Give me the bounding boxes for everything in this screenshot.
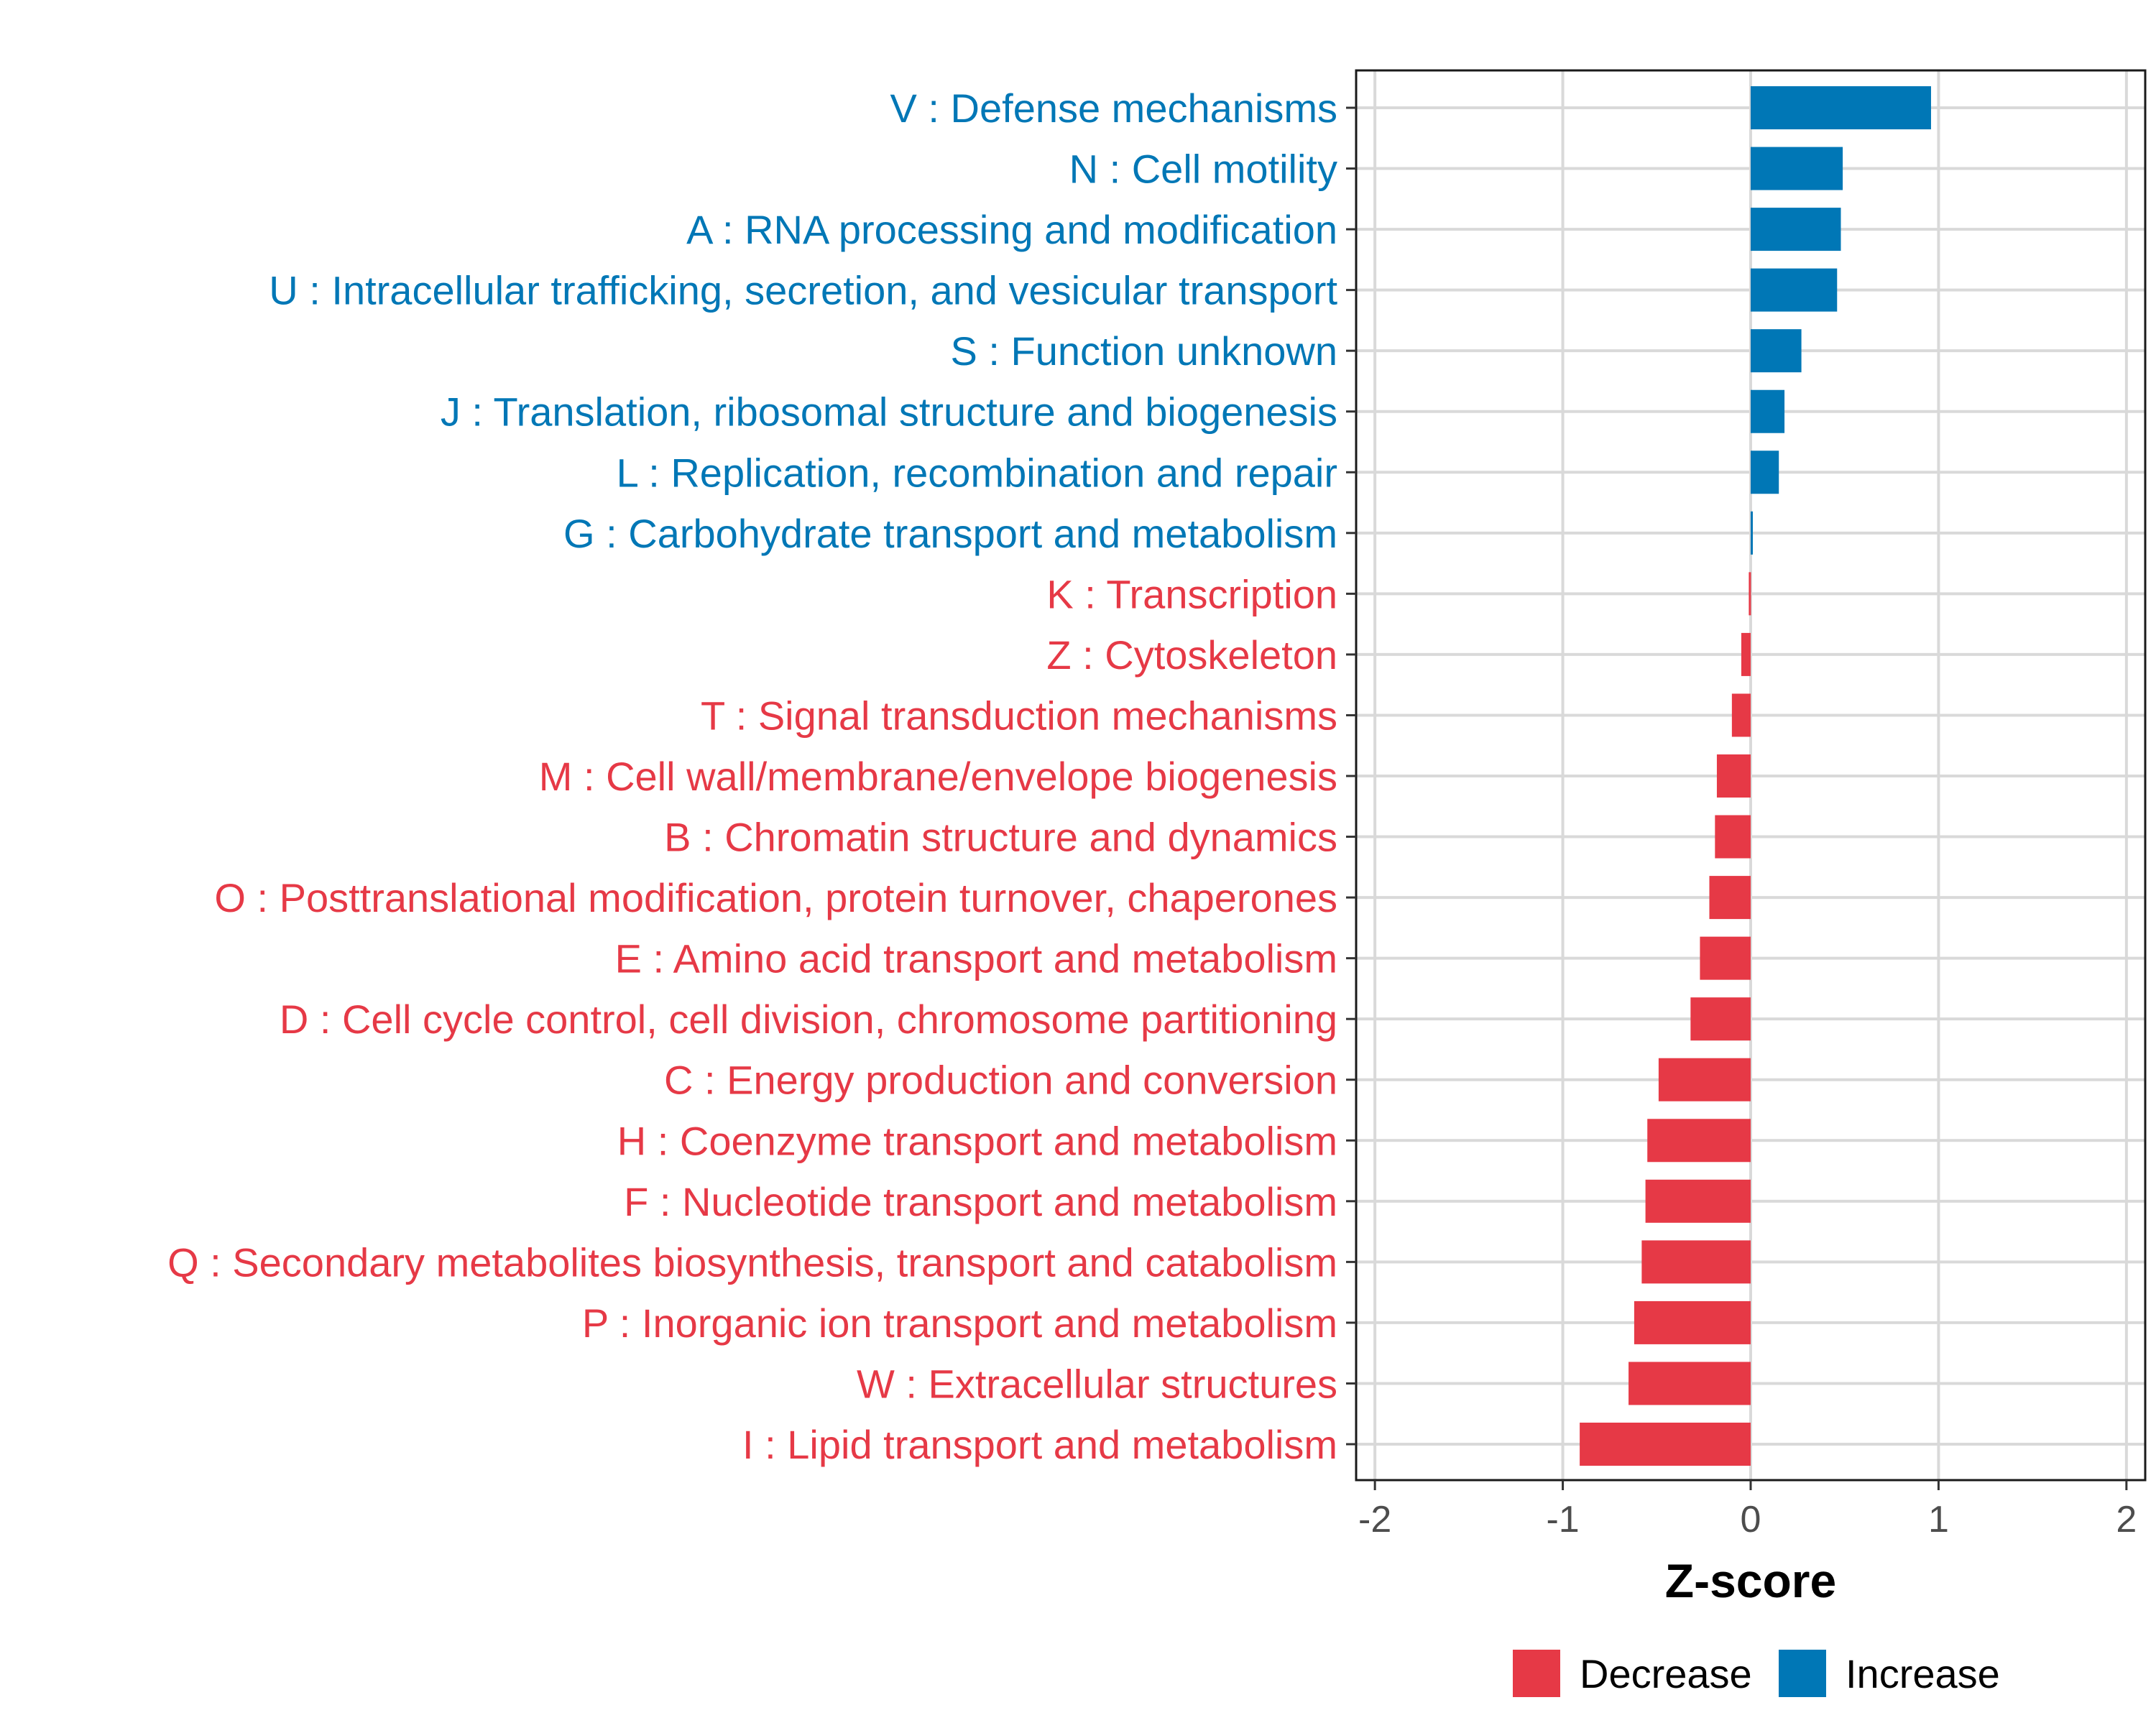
category-label: P : Inorganic ion transport and metaboli… bbox=[582, 1300, 1337, 1346]
x-tick-label: -2 bbox=[1358, 1499, 1391, 1540]
axis-layer: V : Defense mechanisms N : Cell motility A… bbox=[167, 86, 2137, 1607]
bar bbox=[1709, 876, 1751, 920]
bar bbox=[1751, 147, 1843, 190]
category-label: G : Carbohydrate transport and metabolis… bbox=[563, 511, 1337, 556]
legend-swatch bbox=[1513, 1650, 1560, 1697]
category-label: W : Extracellular structures bbox=[857, 1361, 1337, 1406]
category-label: Z : Cytoskeleton bbox=[1046, 632, 1337, 678]
bar bbox=[1751, 389, 1785, 433]
bar bbox=[1645, 1179, 1751, 1223]
bar bbox=[1634, 1300, 1751, 1344]
category-label: Q : Secondary metabolites biosynthesis, … bbox=[167, 1239, 1337, 1285]
category-label: L : Replication, recombination and repai… bbox=[617, 450, 1337, 495]
bar bbox=[1751, 268, 1838, 312]
category-label: K : Transcription bbox=[1046, 571, 1337, 616]
category-label: O : Posttranslational modification, prot… bbox=[214, 875, 1337, 920]
bar bbox=[1641, 1240, 1751, 1284]
category-label: F : Nucleotide transport and metabolism bbox=[624, 1179, 1337, 1224]
bar-layer bbox=[1580, 86, 1931, 1466]
category-label: C : Energy production and conversion bbox=[664, 1058, 1337, 1103]
category-label: H : Coenzyme transport and metabolism bbox=[617, 1118, 1337, 1163]
category-label: M : Cell wall/membrane/envelope biogenes… bbox=[539, 754, 1337, 799]
bar bbox=[1580, 1423, 1751, 1466]
x-tick-label: 2 bbox=[2116, 1499, 2137, 1540]
legend: Decrease Increase bbox=[1513, 1650, 2000, 1697]
category-label: T : Signal transduction mechanisms bbox=[701, 693, 1337, 738]
bar bbox=[1751, 451, 1779, 494]
category-label: A : RNA processing and modification bbox=[686, 207, 1337, 252]
category-label: B : Chromatin structure and dynamics bbox=[664, 815, 1337, 860]
bar bbox=[1751, 208, 1841, 251]
legend-label: Decrease bbox=[1580, 1651, 1752, 1696]
legend-swatch bbox=[1779, 1650, 1826, 1697]
bar bbox=[1647, 1119, 1751, 1163]
x-tick-label: 1 bbox=[1928, 1499, 1949, 1540]
category-label: U : Intracellular trafficking, secretion… bbox=[269, 268, 1337, 313]
category-label: S : Function unknown bbox=[950, 328, 1337, 374]
category-label: J : Translation, ribosomal structure and… bbox=[441, 389, 1337, 435]
bar bbox=[1715, 815, 1751, 859]
x-tick-label: -1 bbox=[1546, 1499, 1579, 1540]
bar bbox=[1628, 1362, 1751, 1405]
category-label: I : Lipid transport and metabolism bbox=[742, 1422, 1337, 1467]
category-label: N : Cell motility bbox=[1069, 147, 1337, 192]
legend-label: Increase bbox=[1846, 1651, 2000, 1696]
bar bbox=[1700, 936, 1751, 980]
bar bbox=[1749, 572, 1751, 616]
bar bbox=[1658, 1058, 1751, 1101]
bar bbox=[1741, 632, 1751, 676]
category-label: E : Amino acid transport and metabolism bbox=[615, 936, 1337, 981]
category-label: D : Cell cycle control, cell division, c… bbox=[280, 997, 1337, 1042]
bar bbox=[1716, 754, 1751, 798]
x-tick-label: 0 bbox=[1741, 1499, 1761, 1540]
bar bbox=[1751, 86, 1931, 129]
bar bbox=[1731, 693, 1751, 737]
bar bbox=[1751, 329, 1802, 373]
category-label: V : Defense mechanisms bbox=[890, 86, 1337, 131]
x-axis-title: Z-score bbox=[1665, 1554, 1836, 1607]
bar bbox=[1690, 997, 1751, 1041]
bar bbox=[1751, 511, 1753, 555]
